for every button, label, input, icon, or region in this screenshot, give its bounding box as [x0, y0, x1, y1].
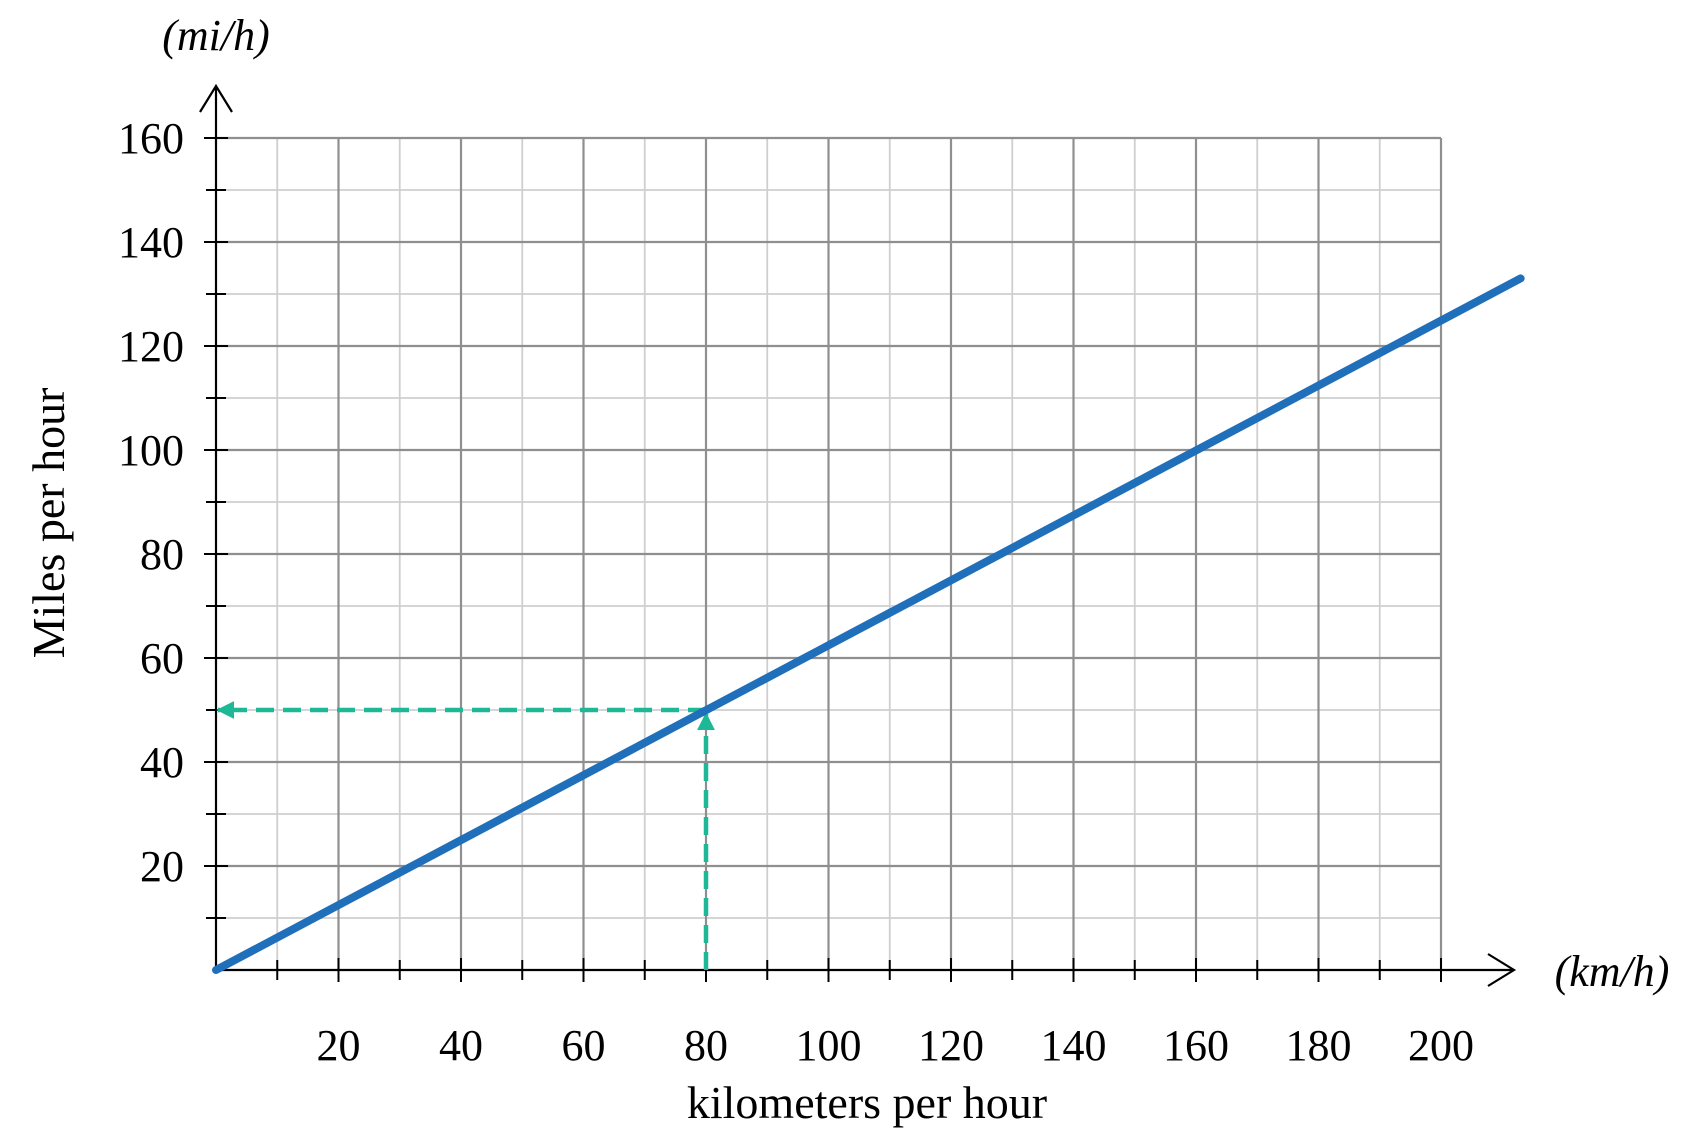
x-axis-arrow — [1487, 953, 1517, 987]
y-axis-title: Miles per hour — [23, 388, 74, 659]
y-tick-label: 20 — [140, 842, 184, 891]
x-unit-label: (km/h) — [1555, 947, 1670, 996]
x-tick-label: 40 — [439, 1021, 483, 1070]
axes — [199, 83, 1517, 987]
series-group — [212, 274, 1525, 974]
x-tick-label: 200 — [1408, 1021, 1474, 1070]
y-axis-arrow — [199, 83, 233, 113]
x-tick-label: 100 — [796, 1021, 862, 1070]
y-tick-label: 60 — [140, 634, 184, 683]
x-tick-labels: 20 40 60 80 100 120 140 160 180 200 — [317, 1021, 1475, 1070]
x-axis-title: kilometers per hour — [687, 1077, 1047, 1128]
y-tick-label: 80 — [140, 530, 184, 579]
x-tick-label: 180 — [1286, 1021, 1352, 1070]
grid-major — [216, 136, 1443, 970]
x-tick-label: 160 — [1163, 1021, 1229, 1070]
y-unit-label: (mi/h) — [162, 11, 270, 60]
conversion-annotation — [216, 701, 715, 970]
x-tick-label: 20 — [317, 1021, 361, 1070]
y-tick-label: 40 — [140, 738, 184, 787]
x-tick-label: 80 — [684, 1021, 728, 1070]
series-line — [212, 274, 1525, 974]
y-tick-label: 120 — [118, 322, 184, 371]
x-tick-label: 140 — [1041, 1021, 1107, 1070]
x-tick-label: 60 — [562, 1021, 606, 1070]
y-tick-label: 100 — [118, 426, 184, 475]
y-tick-label: 140 — [118, 218, 184, 267]
y-tick-label: 160 — [118, 114, 184, 163]
x-tick-label: 120 — [918, 1021, 984, 1070]
y-tick-labels: 20 40 60 80 100 120 140 160 — [118, 114, 184, 891]
